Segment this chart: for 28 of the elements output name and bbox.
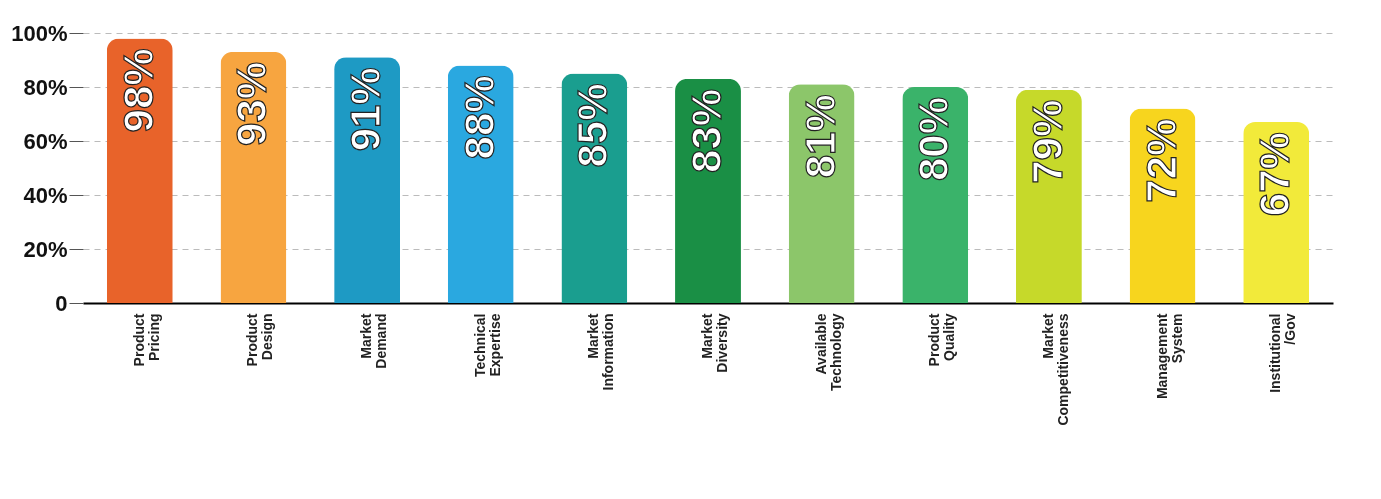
data-label: 98% — [114, 48, 162, 133]
x-tick-label: Market Diversity — [699, 313, 730, 373]
data-label: 79% — [1023, 99, 1071, 184]
data-label: 67% — [1251, 132, 1299, 217]
y-tick-label: 0 — [55, 290, 68, 316]
data-label: 85% — [569, 83, 617, 168]
y-tick-label: 60% — [23, 128, 68, 154]
y-tick-label: 20% — [23, 236, 68, 262]
x-tick-label: Product Pricing — [130, 313, 162, 367]
x-tick-label: Available Technology — [812, 313, 844, 392]
x-tick-label: Management System — [1153, 313, 1185, 400]
data-label: 81% — [796, 94, 844, 179]
data-label: 83% — [683, 88, 730, 173]
y-tick-label: 40% — [23, 182, 68, 208]
data-label: 72% — [1137, 118, 1185, 203]
x-tick-label: Market Information — [585, 313, 617, 391]
data-label: 80% — [910, 97, 958, 182]
x-tick-label: Product Quality — [926, 313, 958, 367]
data-label: 91% — [342, 67, 390, 152]
x-tick-label: Market Demand — [358, 313, 390, 369]
y-tick-label: 80% — [23, 74, 68, 100]
x-tick-label: Technical Expertise — [471, 313, 503, 378]
y-tick-label: 100% — [11, 20, 68, 46]
x-tick-label: Institutional /Gov — [1267, 313, 1299, 393]
x-tick-label: Product Design — [244, 313, 276, 367]
data-label: 93% — [228, 61, 276, 146]
data-label: 88% — [455, 75, 503, 160]
x-tick-label: Market Competitiveness — [1039, 313, 1071, 426]
